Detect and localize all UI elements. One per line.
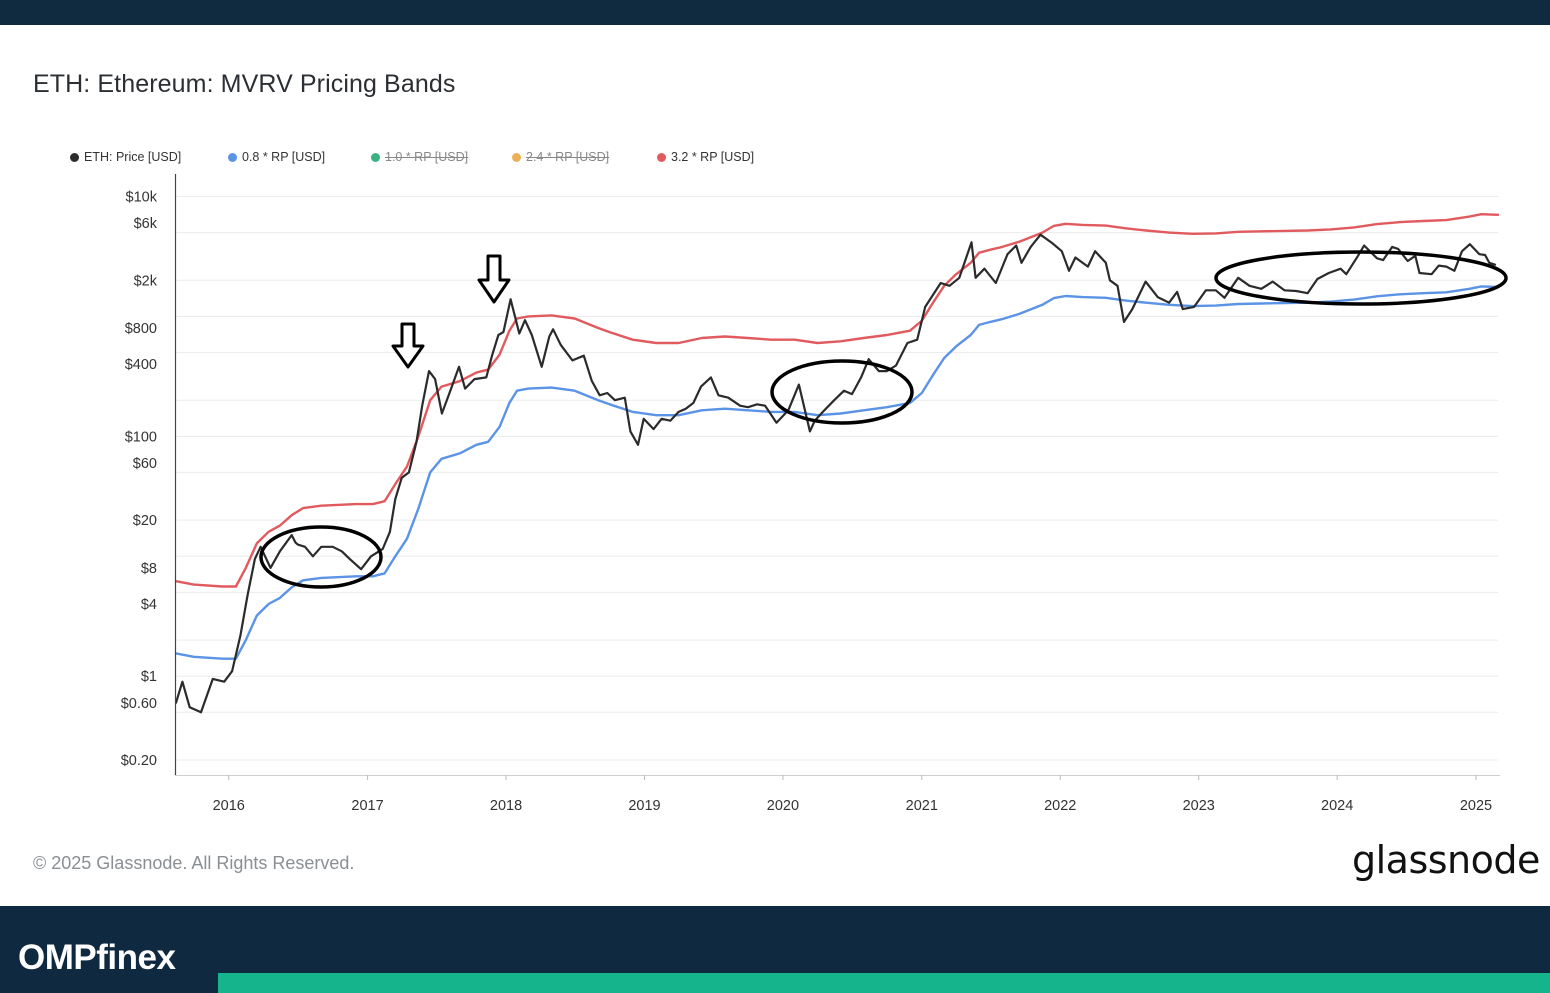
x-tick-label: 2020 <box>767 798 799 814</box>
legend-label: 2.4 * RP [USD] <box>526 150 610 164</box>
legend-label: 0.8 * RP [USD] <box>242 150 326 164</box>
legend-dot-icon <box>228 152 237 162</box>
x-tick-label: 2016 <box>213 798 245 814</box>
legend-label: 3.2 * RP [USD] <box>671 150 755 164</box>
ompfinex-logo: OMPfinex <box>18 938 176 977</box>
x-tick-label: 2023 <box>1183 798 1215 814</box>
legend-label: 1.0 * RP [USD] <box>385 150 469 164</box>
down-arrow-icon <box>391 322 425 369</box>
legend-item-3-2-rp[interactable]: 3.2 * RP [USD] <box>657 150 754 164</box>
footer-accent-bar <box>218 973 1550 993</box>
grid-lines <box>176 195 1498 761</box>
series-line-0-8-rp <box>174 285 1500 660</box>
axes <box>174 174 1500 776</box>
x-tick-label: 2022 <box>1044 798 1076 814</box>
y-tick-label: $2k <box>134 273 158 289</box>
legend-dot-icon <box>371 152 380 162</box>
x-tick-label: 2021 <box>906 798 938 814</box>
legend-dot-icon <box>512 152 521 162</box>
x-tick-label: 2024 <box>1321 798 1353 814</box>
legend-dot-icon <box>70 152 79 162</box>
series-line-3-2-rp <box>174 213 1500 588</box>
x-tick-label: 2017 <box>351 798 383 814</box>
y-tick-label: $6k <box>134 216 158 232</box>
series-line-eth-price <box>174 233 1497 714</box>
top-bar <box>0 0 1550 25</box>
legend-label: ETH: Price [USD] <box>84 150 182 164</box>
annotations <box>259 250 1508 589</box>
y-tick-label: $10k <box>126 189 158 205</box>
series-layer <box>174 213 1500 714</box>
legend-item-0-8-rp[interactable]: 0.8 * RP [USD] <box>228 150 325 164</box>
y-tick-label: $0.20 <box>121 753 157 769</box>
chart-title: ETH: Ethereum: MVRV Pricing Bands <box>33 70 456 98</box>
y-tick-label: $20 <box>133 513 157 529</box>
highlight-ellipse-2024 <box>1214 250 1508 306</box>
legend-item-1-0-rp[interactable]: 1.0 * RP [USD] <box>371 150 468 164</box>
y-tick-labels: $10k $6k $2k $800 $400 $100 $60 $20 $8 $4 $1 $0.60 $… <box>121 189 158 769</box>
copyright-text: © 2025 Glassnode. All Rights Reserved. <box>33 853 355 873</box>
x-tick-labels: 2016 2017 2018 2019 2020 2021 2022 2023 2024 2025 <box>213 775 1492 814</box>
y-tick-label: $60 <box>133 456 157 472</box>
y-tick-label: $4 <box>141 597 157 613</box>
y-tick-label: $100 <box>125 429 157 445</box>
y-tick-label: $0.60 <box>121 696 157 712</box>
x-tick-label: 2025 <box>1460 798 1492 814</box>
down-arrow-icon <box>477 254 511 304</box>
legend-item-2-4-rp[interactable]: 2.4 * RP [USD] <box>512 150 609 164</box>
highlight-ellipse-2020 <box>770 359 914 425</box>
legend-dot-icon <box>657 152 666 162</box>
glassnode-logo: glassnode <box>1352 838 1540 882</box>
y-tick-label: $1 <box>141 669 157 685</box>
y-tick-label: $8 <box>141 561 157 577</box>
x-tick-label: 2019 <box>628 798 660 814</box>
x-tick-label: 2018 <box>490 798 522 814</box>
legend-item-eth-price[interactable]: ETH: Price [USD] <box>70 150 181 164</box>
y-tick-label: $800 <box>125 321 157 337</box>
y-tick-label: $400 <box>125 357 157 373</box>
highlight-ellipse-2016 <box>259 525 383 589</box>
